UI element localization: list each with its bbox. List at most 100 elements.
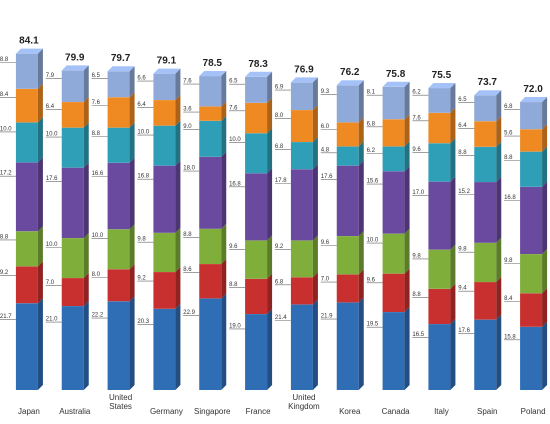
bar-total-label: 78.5 — [203, 58, 223, 69]
segment-value-label: 10.0 — [92, 233, 104, 239]
bar-segment — [15, 266, 38, 304]
segment-value-label: 6.0 — [321, 124, 330, 130]
bar-segment — [428, 88, 451, 113]
category-label-line: Japan — [18, 407, 40, 416]
bar-segment — [474, 95, 497, 122]
bar-segment — [61, 127, 84, 168]
segment-value-label: 21.0 — [46, 317, 58, 323]
bar-total-label: 79.7 — [111, 53, 131, 64]
segment-value-label: 8.6 — [183, 267, 192, 273]
bar-segment — [428, 324, 451, 390]
bar-segment-side — [312, 77, 318, 110]
bar-segment — [15, 88, 38, 123]
bar-segment — [336, 165, 359, 236]
category-label: France — [246, 407, 271, 416]
category-label-line: States — [109, 402, 132, 411]
bar-united-kingdom — [290, 77, 318, 390]
bar-segment-side — [450, 244, 456, 289]
bar-segment — [336, 122, 359, 147]
bar-segment-side — [83, 162, 89, 238]
bar-segment-side — [267, 309, 273, 390]
segment-value-label: 9.6 — [321, 240, 330, 246]
bar-segment-side — [404, 268, 410, 312]
segment-value-label: 21.9 — [321, 314, 333, 320]
segment-value-label: 16.8 — [504, 195, 516, 201]
bar-spain — [474, 90, 502, 390]
bar-segment-side — [404, 81, 410, 120]
bar-segment-side — [267, 235, 273, 279]
bar-segment-side — [129, 122, 135, 163]
category-label: Japan — [18, 407, 40, 416]
bar-segment — [474, 282, 497, 320]
segment-value-label: 8.4 — [504, 296, 513, 302]
bar-segment-side — [450, 319, 456, 390]
bar-segment — [107, 97, 130, 128]
category-label-line: Korea — [339, 407, 361, 416]
bar-segment-side — [129, 157, 135, 230]
bar-segment — [428, 143, 451, 182]
category-label: United States — [109, 393, 132, 411]
bar-segment-side — [83, 301, 89, 390]
bar-segment — [245, 76, 268, 103]
bar-segment-side — [221, 115, 227, 157]
category-label: Poland — [521, 407, 546, 416]
bar-segment-side — [358, 269, 364, 303]
bar-segment-side — [404, 114, 410, 147]
segment-value-label: 15.6 — [367, 179, 379, 185]
bar-top-cap — [382, 81, 410, 87]
bar-segment-side — [542, 124, 548, 152]
bar-segment — [15, 231, 38, 267]
bar-segment-side — [358, 297, 364, 390]
bar-top-cap — [15, 48, 43, 54]
bar-segment — [61, 278, 84, 306]
bar-segment — [382, 86, 405, 120]
bar-segment-side — [542, 97, 548, 130]
bar-segment — [245, 102, 268, 134]
bar-segment-side — [312, 137, 318, 170]
segment-value-label: 5.6 — [504, 131, 513, 137]
category-label: Korea — [339, 407, 361, 416]
category-label: Italy — [434, 407, 449, 416]
bar-total-label: 75.5 — [432, 70, 452, 81]
labels-group: 21.7 9.2 8.8 17.2 10.0 8.4 8.8 84.1 Japan 21.0 7.0… — [0, 36, 546, 416]
bar-segment — [474, 146, 497, 182]
bar-segment — [153, 232, 176, 272]
category-label-line: Singapore — [194, 407, 231, 416]
bar-segment-side — [542, 249, 548, 294]
bar-segment — [336, 146, 359, 166]
segment-value-label: 6.2 — [367, 148, 376, 154]
bar-segment — [15, 122, 38, 163]
bar-segment — [107, 162, 130, 230]
bar-segment-side — [358, 141, 364, 166]
bar-japan — [15, 48, 43, 390]
bar-segment-side — [37, 117, 43, 163]
category-label: Spain — [477, 407, 497, 416]
bar-france — [245, 71, 273, 390]
segment-value-label: 17.6 — [321, 174, 333, 180]
bar-segment-side — [450, 283, 456, 324]
bar-total-label: 76.2 — [340, 67, 360, 78]
segment-value-label: 21.4 — [275, 315, 287, 321]
bar-segment — [428, 288, 451, 324]
bar-top-cap — [428, 83, 456, 88]
bar-total-label: 76.9 — [294, 64, 314, 75]
bar-korea — [336, 80, 364, 390]
bar-segment-side — [450, 176, 456, 250]
bar-segment-side — [37, 298, 43, 390]
bar-total-label: 73.7 — [478, 77, 498, 88]
segment-value-label: 8.0 — [92, 272, 101, 278]
bar-segment-side — [37, 157, 43, 232]
bar-segment — [61, 167, 84, 238]
bar-segment — [520, 129, 543, 152]
bar-segment — [245, 173, 268, 241]
bar-segment-side — [175, 303, 181, 390]
segment-value-label: 10.0 — [137, 130, 149, 136]
bar-segment-side — [129, 92, 135, 128]
bar-segment — [153, 125, 176, 166]
segment-value-label: 8.8 — [92, 131, 101, 137]
segment-value-label: 9.6 — [412, 147, 421, 153]
bar-segment — [107, 71, 130, 98]
bar-segment-side — [175, 267, 181, 309]
bar-total-label: 79.9 — [65, 52, 85, 63]
segment-value-label: 16.8 — [229, 181, 241, 187]
